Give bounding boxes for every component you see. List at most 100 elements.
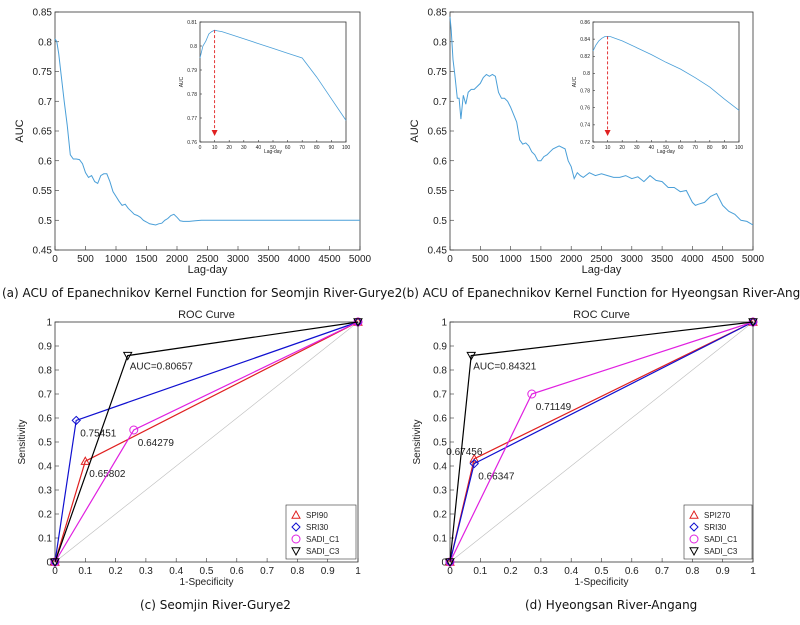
chart-d-series-0-point-label: 0.67456 — [446, 447, 483, 458]
chart-b-inset-xtick-label: 70 — [692, 145, 698, 151]
chart-d-ytick-label: 0.6 — [433, 414, 447, 425]
chart-b-xtick-label: 1000 — [499, 254, 522, 265]
chart-d-legend-label: SADI_C1 — [704, 535, 738, 544]
chart-d-ytick-label: 0.5 — [433, 438, 447, 449]
chart-b-inset-marker-arrow — [604, 130, 611, 136]
chart-c-xlabel: 1-Specificity — [180, 577, 234, 588]
chart-b-inset-ytick-label: 0.72 — [580, 140, 590, 146]
chart-d-series-0-point — [469, 453, 480, 463]
chart-c-ytick-label: 0.2 — [38, 510, 52, 521]
chart-c-series-0-point — [80, 456, 91, 465]
chart-a-xtick-label: 0 — [52, 254, 58, 265]
chart-d-ytick-label: 0.1 — [433, 534, 447, 545]
chart-b-ytick-label: 0.8 — [433, 37, 447, 48]
chart-c-legend-label: SPI90 — [306, 511, 328, 520]
chart-d-xtick-label: 0.3 — [534, 566, 548, 577]
chart-b-inset-xtick-label: 10 — [605, 145, 611, 151]
chart-d-legend-marker — [689, 547, 699, 557]
chart-b-xtick-label: 4500 — [712, 254, 735, 265]
chart-a-inset-xtick-label: 10 — [212, 145, 218, 151]
chart-d-xtick-label: 0 — [447, 566, 453, 577]
chart-c-series-0-line — [54, 321, 359, 563]
chart-d-ytick-label: 0.2 — [433, 510, 447, 521]
chart-a-inset-xtick-label: 70 — [299, 145, 305, 151]
chart-a-inset-xtick-label: 100 — [342, 145, 351, 151]
chart-c-legend-label: SADI_C3 — [306, 547, 340, 556]
chart-b-xtick-label: 3500 — [651, 254, 674, 265]
chart-a-xtick-label: 4000 — [288, 254, 311, 265]
chart-c-xtick-label: 0.4 — [169, 566, 183, 577]
chart-b-ytick-label: 0.55 — [428, 186, 448, 197]
chart-b-xtick-label: 2500 — [590, 254, 613, 265]
chart-c-series-1-line — [54, 321, 359, 563]
chart-b-xtick-label: 5000 — [742, 254, 765, 265]
chart-c-ytick-label: 1 — [46, 318, 52, 329]
chart-d-xtick-label: 0.2 — [504, 566, 518, 577]
chart-c-series-2-point-label: 0.64279 — [138, 438, 175, 449]
chart-c-series-2-point — [129, 425, 139, 435]
chart-d-ytick-label: 1 — [441, 318, 447, 329]
chart-a-ytick-label: 0.7 — [38, 97, 52, 108]
chart-a-xtick-label: 5000 — [349, 254, 372, 265]
chart-c-series-3-point-label: AUC=0.80657 — [130, 362, 194, 373]
chart-d-ytick-label: 0.8 — [433, 366, 447, 377]
chart-d-series-1-point — [469, 458, 479, 469]
chart-b-inset-ytick-label: 0.84 — [580, 37, 590, 43]
chart-a-xtick-label: 500 — [77, 254, 94, 265]
chart-c-ytick-label: 0.9 — [38, 342, 52, 353]
chart-a-xtick-label: 2500 — [196, 254, 219, 265]
chart-c-legend-label: SADI_C1 — [306, 535, 340, 544]
chart-b-inset-ytick-label: 0.86 — [580, 20, 590, 26]
caption-b: (b) ACU of Epanechnikov Kernel Function … — [402, 286, 800, 300]
chart-d-xtick-label: 0.4 — [564, 566, 578, 577]
chart-b-inset-ytick-label: 0.78 — [580, 88, 590, 94]
chart-a-ytick-label: 0.45 — [33, 246, 53, 257]
chart-a-ytick-label: 0.6 — [38, 156, 52, 167]
chart-d-xtick-label: 0.1 — [473, 566, 487, 577]
chart-b-xtick-label: 1500 — [530, 254, 553, 265]
chart-d-series-3-line — [449, 321, 754, 563]
chart-b-inset-ytick-label: 0.82 — [580, 54, 590, 60]
chart-c-ytick-label: 0.5 — [38, 438, 52, 449]
chart-a-inset-xtick-label: 0 — [199, 145, 202, 151]
chart-c-title: ROC Curve — [178, 309, 235, 321]
chart-c-xtick-label: 0.3 — [139, 566, 153, 577]
chart-c-diagonal — [54, 321, 359, 563]
chart-b-ytick-label: 0.85 — [428, 8, 448, 19]
chart-c-series-3-point — [50, 558, 60, 568]
chart-c-xtick-label: 0.8 — [290, 566, 304, 577]
chart-a-inset-ytick-label: 0.79 — [187, 68, 197, 74]
chart-a-ylabel: AUC — [14, 119, 26, 142]
chart-b-ytick-label: 0.5 — [433, 216, 447, 227]
chart-b-inset-xtick-label: 40 — [649, 145, 655, 151]
chart-d-xtick-label: 0.8 — [685, 566, 699, 577]
caption-a: (a) ACU of Epanechnikov Kernel Function … — [2, 286, 403, 300]
chart-d-legend-marker — [689, 534, 699, 544]
chart-b-ytick-label: 0.65 — [428, 127, 448, 138]
chart-a-inset-ytick-label: 0.77 — [187, 116, 197, 122]
chart-d-series-3-point-label: AUC=0.84321 — [473, 362, 537, 373]
chart-d-series-1-line — [449, 321, 754, 563]
chart-a-inset-ytick-label: 0.81 — [187, 20, 197, 26]
chart-b-inset-axes-box — [592, 21, 740, 143]
chart-b-xtick-label: 3000 — [621, 254, 644, 265]
chart-d-series-2-point — [527, 389, 537, 399]
chart-c-series-1-point-label: 0.75451 — [80, 428, 117, 439]
chart-d-ytick-label: 0.9 — [433, 342, 447, 353]
chart-a-xtick-label: 3000 — [227, 254, 250, 265]
chart-d-series-3-point — [445, 558, 455, 568]
chart-c-xtick-label: 0.9 — [321, 566, 335, 577]
chart-d-ytick-label: 0.7 — [433, 390, 447, 401]
chart-c-legend-marker — [291, 509, 301, 519]
chart-c-series-3-line — [54, 321, 359, 563]
chart-b-inset-xtick-label: 20 — [619, 145, 625, 151]
chart-b-inset-xtick-label: 0 — [592, 145, 595, 151]
chart-c-xtick-label: 0.5 — [200, 566, 214, 577]
chart-c-xtick-label: 0.2 — [109, 566, 123, 577]
chart-d-legend-label: SPI270 — [704, 511, 731, 520]
chart-a-series-line — [54, 38, 360, 226]
chart-c-ytick-label: 0.1 — [38, 534, 52, 545]
chart-a-xtick-label: 3500 — [257, 254, 280, 265]
chart-a-inset-marker-arrow — [211, 130, 218, 136]
